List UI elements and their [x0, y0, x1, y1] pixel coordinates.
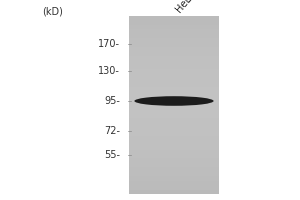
Text: 170-: 170- — [98, 39, 120, 49]
Bar — [129, 118, 219, 123]
Bar — [129, 92, 219, 96]
Bar — [129, 25, 219, 29]
Bar — [129, 101, 219, 105]
Bar — [129, 47, 219, 52]
Bar — [129, 65, 219, 69]
Bar — [129, 52, 219, 56]
Bar — [129, 56, 219, 60]
Bar — [129, 83, 219, 87]
Bar — [129, 132, 219, 136]
Bar — [129, 149, 219, 154]
Bar — [129, 109, 219, 114]
Bar — [129, 145, 219, 149]
Bar — [129, 158, 219, 163]
Text: 130-: 130- — [98, 66, 120, 76]
Bar — [129, 20, 219, 25]
Text: (kD): (kD) — [42, 7, 63, 17]
Bar — [129, 167, 219, 172]
Bar — [129, 69, 219, 74]
Text: 72-: 72- — [104, 126, 120, 136]
Bar — [129, 16, 219, 20]
Bar — [129, 96, 219, 101]
Ellipse shape — [134, 96, 214, 106]
Text: 95-: 95- — [104, 96, 120, 106]
Bar — [129, 74, 219, 78]
Bar — [129, 60, 219, 65]
Bar — [129, 190, 219, 194]
Bar — [129, 123, 219, 127]
Bar — [129, 29, 219, 34]
Bar — [129, 163, 219, 167]
Text: HeLa: HeLa — [174, 0, 198, 14]
Bar — [129, 136, 219, 141]
Bar — [129, 154, 219, 158]
Bar — [129, 105, 219, 109]
Bar — [129, 172, 219, 176]
Bar — [129, 87, 219, 92]
Bar — [129, 141, 219, 145]
Bar — [129, 185, 219, 190]
Text: 55-: 55- — [104, 150, 120, 160]
Bar — [129, 38, 219, 43]
Bar — [129, 43, 219, 47]
Bar — [129, 78, 219, 83]
Bar — [129, 127, 219, 132]
Bar — [129, 181, 219, 185]
Bar — [129, 114, 219, 118]
Bar — [129, 176, 219, 181]
Bar — [129, 34, 219, 38]
